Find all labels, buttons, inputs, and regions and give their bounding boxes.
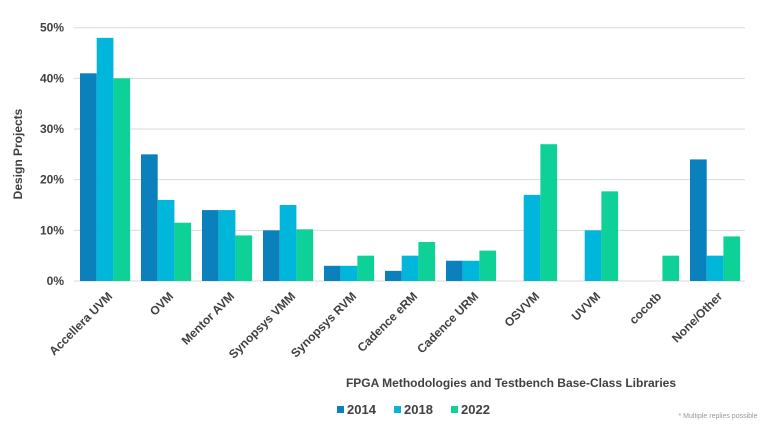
bar-2022 <box>296 229 314 281</box>
y-tick-label: 0% <box>47 274 65 288</box>
bar-2018 <box>218 210 236 281</box>
x-tick-label: Synopsys RVM <box>288 289 359 360</box>
x-tick-label: cocotb <box>626 289 664 327</box>
x-tick-label: Cadence eRM <box>355 289 421 355</box>
bar-2022 <box>235 235 253 281</box>
x-tick-label: Accellera UVM <box>46 289 115 358</box>
x-tick-label: None/Other <box>669 289 725 345</box>
x-tick-label: Cadence URM <box>414 289 481 356</box>
x-tick-label: OVM <box>147 289 176 318</box>
bar-2014 <box>141 154 158 281</box>
legend-swatch <box>337 406 344 413</box>
bar-2014 <box>690 159 707 281</box>
x-tick-label: OSVVM <box>502 289 543 330</box>
y-axis-title: Design Projects <box>11 108 25 199</box>
bar-2018 <box>157 199 175 281</box>
legend-swatch <box>451 406 458 413</box>
bar-2022 <box>418 241 436 281</box>
legend-item-2022: 2022 <box>451 402 490 417</box>
bar-2014 <box>324 265 341 281</box>
bar-2014 <box>446 260 463 281</box>
bar-2022 <box>723 236 741 281</box>
bar-2014 <box>263 230 280 281</box>
y-tick-label: 10% <box>40 223 64 237</box>
legend-item-2018: 2018 <box>394 402 433 417</box>
x-tick-label: UVVM <box>569 289 603 323</box>
y-tick-label: 50% <box>40 21 64 35</box>
legend-label: 2018 <box>404 402 433 417</box>
bar-2018 <box>523 194 541 281</box>
bars <box>80 37 741 281</box>
bar-2014 <box>385 270 402 281</box>
bar-2014 <box>202 210 219 281</box>
legend-item-2014: 2014 <box>337 402 377 417</box>
bar-2022 <box>174 222 192 281</box>
bar-2018 <box>340 265 358 281</box>
y-axis-ticks: 0% 10% 20% 30% 40% 50% <box>40 21 64 288</box>
bar-2022 <box>540 144 558 281</box>
bar-2022 <box>662 255 680 281</box>
bar-2018 <box>584 230 602 281</box>
y-tick-label: 20% <box>40 173 64 187</box>
x-axis-title: FPGA Methodologies and Testbench Base-Cl… <box>346 376 676 390</box>
bar-2018 <box>462 260 480 281</box>
bar-2022 <box>479 250 497 281</box>
y-tick-label: 40% <box>40 71 64 85</box>
bar-2022 <box>113 78 131 281</box>
bar-2018 <box>401 255 419 281</box>
bar-2022 <box>601 191 619 281</box>
legend-label: 2022 <box>461 402 490 417</box>
legend-label: 2014 <box>347 402 377 417</box>
legend: 2014 2018 2022 <box>337 402 490 417</box>
bar-2014 <box>80 73 97 281</box>
x-tick-label: Mentor AVM <box>179 289 237 347</box>
bar-2018 <box>96 37 114 281</box>
bar-2018 <box>279 205 297 281</box>
legend-swatch <box>394 406 401 413</box>
y-tick-label: 30% <box>40 122 64 136</box>
footnote: * Multiple replies possible <box>679 413 758 420</box>
bar-2022 <box>357 255 375 281</box>
bar-2018 <box>706 255 724 281</box>
